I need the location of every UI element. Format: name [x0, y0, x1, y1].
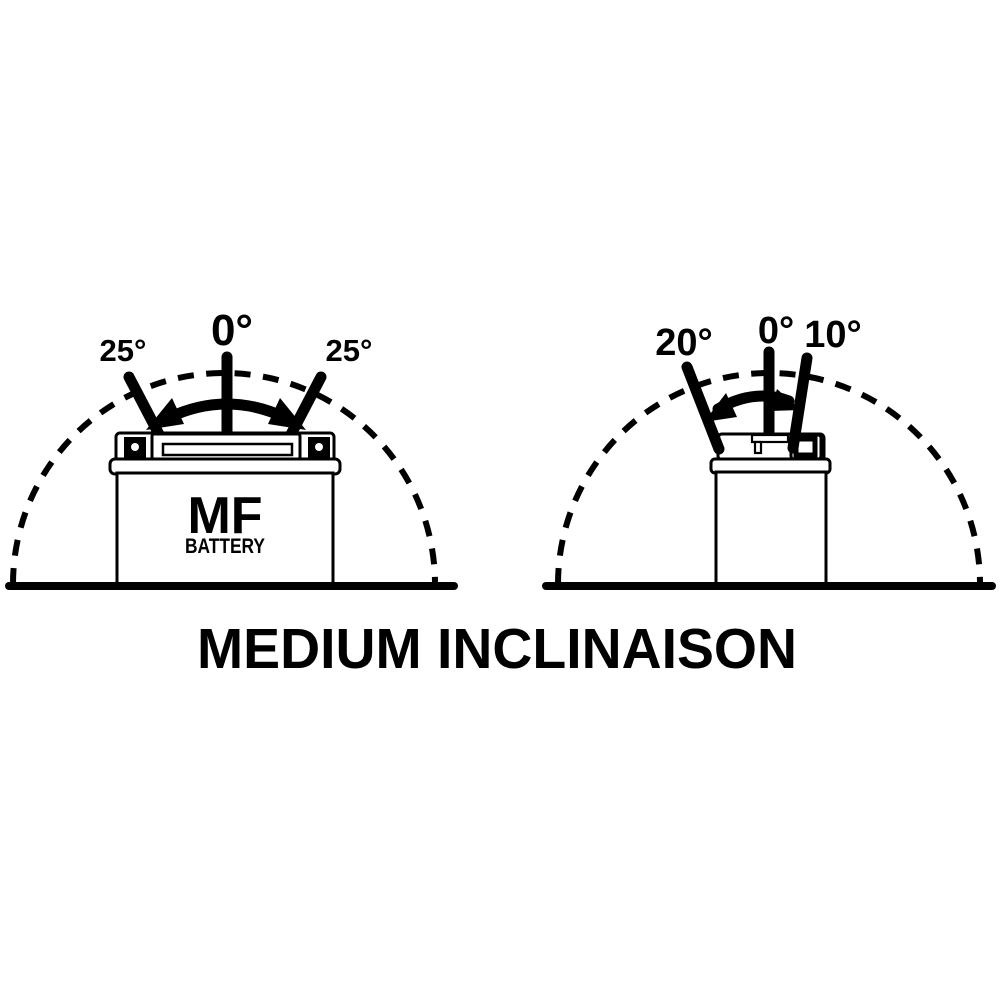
left-swing-arrow-arc — [162, 398, 292, 424]
left-swing-arrowhead-left — [146, 398, 184, 430]
right-angle-label-20: 20° — [655, 322, 712, 364]
left-battery-top-strip-inset — [161, 442, 294, 457]
left-terminal-right-bolt-hole — [315, 443, 323, 451]
left-angle-label-25-right: 25° — [326, 333, 373, 368]
right-swing-arrowhead-right — [770, 389, 801, 411]
right-swing-arrowhead-left — [704, 393, 737, 422]
battery-sub-text: BATTERY — [185, 535, 265, 558]
left-angle-label-25-left: 25° — [100, 333, 147, 368]
right-angle-label-0: 0° — [758, 310, 794, 352]
battery-brand-text: MF — [187, 487, 262, 545]
right-battery-vent-bar — [750, 433, 790, 444]
right-10deg-line — [787, 352, 813, 454]
left-terminal-left-bolt-hole — [131, 443, 139, 451]
figure-title: MEDIUM INCLINAISON — [197, 617, 797, 681]
right-20deg-line — [681, 361, 725, 455]
left-swing-arrowhead-right — [268, 398, 306, 430]
left-25deg-left-line — [123, 371, 169, 448]
left-angle-label-0: 0° — [211, 306, 253, 355]
left-diagram: MF BATTERY 25° 0° 25° — [10, 306, 438, 587]
right-diagram: 20° 0° 10° — [555, 310, 983, 587]
left-25deg-right-line — [281, 371, 327, 448]
right-battery-vent-tab — [753, 440, 763, 455]
right-battery-body — [714, 470, 828, 587]
right-angle-label-10: 10° — [804, 314, 861, 356]
